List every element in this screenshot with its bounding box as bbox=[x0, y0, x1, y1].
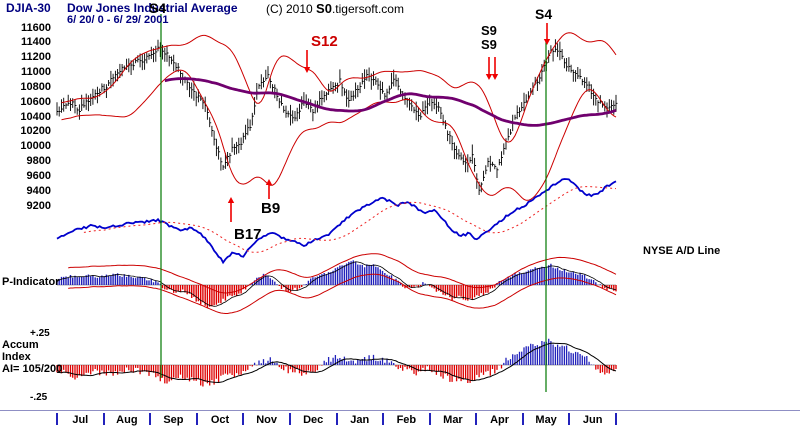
month-separator bbox=[242, 413, 245, 425]
month-separator bbox=[521, 413, 524, 425]
price-axis-label-9400: 9400 bbox=[26, 184, 51, 197]
price-axis-label-9600: 9600 bbox=[26, 169, 51, 182]
accum-scale-bottom-label: -.25 bbox=[30, 392, 48, 403]
p-indicator-lower-envelope bbox=[68, 273, 617, 314]
lower-band-line bbox=[61, 69, 617, 201]
price-axis-label-11000: 11000 bbox=[21, 66, 51, 78]
copyright-prefix: (C) 2010 bbox=[266, 2, 317, 16]
price-axis-label-11400: 11400 bbox=[21, 36, 51, 49]
copyright-label: (C) 2010 S0.tigersoft.com bbox=[266, 2, 404, 16]
price-axis-label-11200: 11200 bbox=[21, 51, 51, 64]
month-separator bbox=[102, 413, 105, 425]
signal-label-s4-sep: S4 bbox=[149, 0, 167, 16]
symbol-label: DJIA-30 bbox=[6, 1, 51, 15]
signal-label-b17: B17 bbox=[234, 226, 262, 243]
month-label-dec: Dec bbox=[303, 414, 324, 426]
nyse-ad-line-label: NYSE A/D Line bbox=[643, 245, 721, 257]
price-axis-label-9200: 9200 bbox=[26, 199, 51, 212]
accum-positive-bars bbox=[253, 338, 595, 365]
signal-arrow-head bbox=[543, 39, 551, 45]
month-label-nov: Nov bbox=[256, 414, 277, 426]
month-label-may: May bbox=[535, 414, 557, 426]
month-label-apr: Apr bbox=[490, 414, 510, 426]
price-axis-label-11600: 11600 bbox=[21, 21, 51, 34]
nyse-ad-line bbox=[56, 178, 617, 265]
p-indicator-line bbox=[56, 261, 617, 307]
signal-label-s9-upper: S9 bbox=[481, 23, 497, 38]
month-label-sep: Sep bbox=[163, 414, 184, 426]
signal-arrow-head bbox=[303, 67, 311, 73]
price-axis-label-10600: 10600 bbox=[20, 95, 51, 108]
security-name-label: Dow Jones Industrial Average bbox=[67, 1, 238, 15]
price-axis-label-10400: 10400 bbox=[20, 110, 51, 123]
month-label-mar: Mar bbox=[443, 414, 463, 426]
signal-arrow-head bbox=[265, 179, 273, 185]
price-axis-label-10000: 10000 bbox=[20, 140, 51, 153]
accum-label-line2: Index bbox=[2, 351, 31, 363]
price-axis-label-9800: 9800 bbox=[26, 155, 51, 167]
month-axis-rule bbox=[0, 410, 800, 411]
p-indicator-upper-envelope bbox=[68, 253, 617, 294]
month-label-jul: Jul bbox=[72, 414, 89, 426]
month-separator bbox=[335, 413, 338, 425]
signal-label-s12: S12 bbox=[311, 33, 338, 50]
month-separator bbox=[615, 413, 617, 425]
month-label-jan: Jan bbox=[350, 414, 370, 426]
month-separator bbox=[288, 413, 291, 425]
p-indicator-label: P-Indicator bbox=[2, 276, 60, 288]
accum-label-line1: Accum bbox=[2, 339, 39, 351]
accum-negative-bars bbox=[56, 365, 617, 387]
accum-ai-value-label: AI= 105/200 bbox=[2, 363, 63, 375]
month-separator bbox=[568, 413, 571, 425]
month-separator bbox=[382, 413, 385, 425]
signal-label-s9-lower: S9 bbox=[481, 37, 497, 52]
signal-label-s4-may: S4 bbox=[535, 6, 553, 22]
accum-line bbox=[56, 342, 617, 384]
month-separator bbox=[56, 413, 58, 425]
date-range-label: 6/ 20/ 0 - 6/ 29/ 2001 bbox=[67, 14, 169, 26]
month-separator bbox=[149, 413, 152, 425]
month-label-jun: Jun bbox=[582, 414, 603, 426]
month-label-oct: Oct bbox=[210, 414, 230, 426]
upper-band-line bbox=[61, 32, 617, 143]
signal-arrow-head bbox=[491, 74, 499, 80]
copyright-suffix: .tigersoft.com bbox=[331, 2, 404, 16]
price-axis-label-10800: 10800 bbox=[20, 80, 51, 93]
month-separator bbox=[195, 413, 198, 425]
signal-arrow-head bbox=[227, 197, 235, 203]
month-label-feb: Feb bbox=[396, 414, 417, 426]
month-separator bbox=[428, 413, 431, 425]
accum-scale-top-label: +.25 bbox=[30, 328, 50, 339]
signal-s0-overlay: S0 bbox=[316, 1, 332, 16]
price-axis-label-10200: 10200 bbox=[20, 125, 51, 138]
moving-average-line bbox=[164, 77, 617, 127]
signal-label-b9: B9 bbox=[261, 200, 281, 217]
month-label-aug: Aug bbox=[116, 414, 138, 426]
month-separator bbox=[475, 413, 478, 425]
signal-arrow-head bbox=[485, 74, 493, 80]
